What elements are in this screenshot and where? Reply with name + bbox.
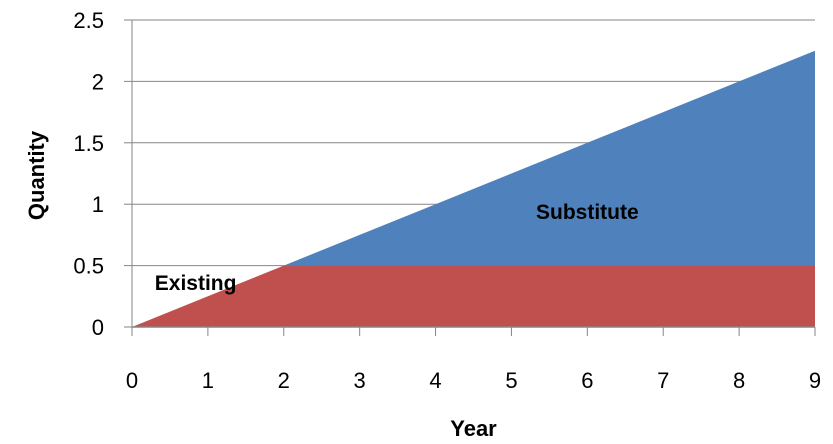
x-tick-label-5: 5	[505, 368, 517, 393]
y-tick-label-5: 2.5	[73, 8, 104, 33]
series-label-existing: Existing	[155, 272, 237, 295]
x-tick-label-1: 1	[202, 368, 214, 393]
series-labels: Existing Substitute	[155, 201, 639, 295]
y-tick-label-1: 0.5	[73, 254, 104, 279]
y-axis-title: Quantity	[24, 130, 49, 220]
y-tick-label-0: 0	[92, 315, 104, 340]
series-label-substitute: Substitute	[536, 201, 639, 224]
x-axis-title: Year	[450, 416, 497, 441]
y-tick-label-3: 1.5	[73, 131, 104, 156]
area-series	[132, 50, 815, 327]
x-tick-label-2: 2	[278, 368, 290, 393]
x-tick-label-8: 8	[733, 368, 745, 393]
axes	[131, 20, 815, 328]
x-tick-label-0: 0	[126, 368, 138, 393]
area-substitute	[132, 50, 815, 327]
x-tick-label-4: 4	[429, 368, 441, 393]
y-axis-ticks: 0 0.5 1 1.5 2 2.5	[73, 8, 132, 340]
x-tick-label-9: 9	[809, 368, 821, 393]
y-tick-label-4: 2	[92, 69, 104, 94]
x-tick-label-6: 6	[581, 368, 593, 393]
y-tick-label-2: 1	[92, 192, 104, 217]
x-tick-label-7: 7	[657, 368, 669, 393]
x-tick-label-3: 3	[354, 368, 366, 393]
x-axis-ticks: 0 1 2 3 4 5 6 7 8 9	[126, 327, 821, 393]
area-existing	[132, 265, 815, 327]
